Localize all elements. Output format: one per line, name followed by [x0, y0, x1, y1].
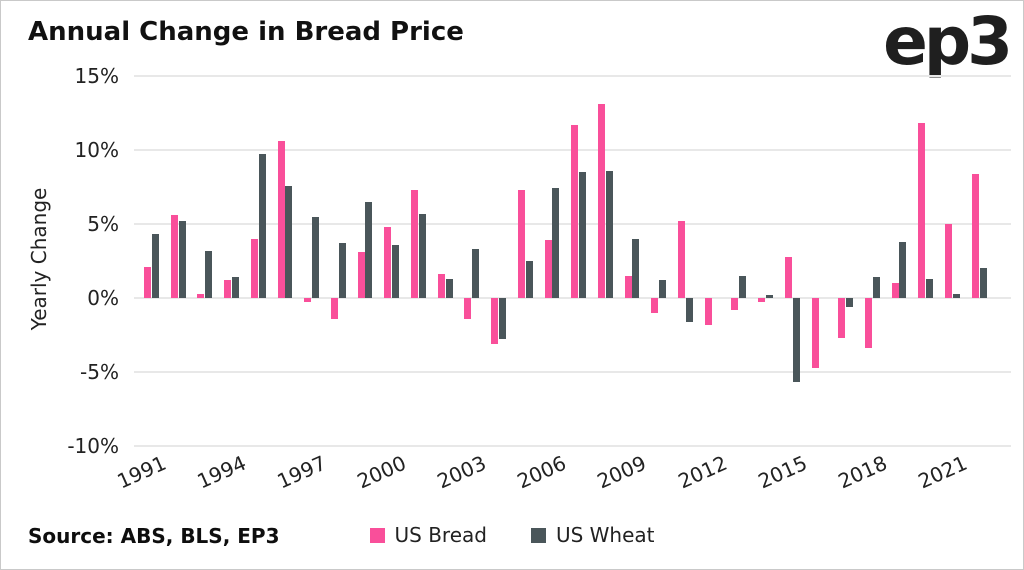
bar-2020-us-wheat [926, 278, 934, 298]
y-tick-label: 15% [74, 64, 119, 88]
bar-1995-us-wheat [258, 154, 266, 298]
legend-item-us-bread: US Bread [369, 523, 487, 547]
bar-1997-us-bread [304, 298, 312, 303]
bar-2008-us-wheat [605, 170, 613, 298]
bar-2021-us-bread [945, 224, 952, 298]
bar-2002-us-bread [437, 274, 445, 298]
legend: US Bread US Wheat [1, 523, 1023, 547]
y-tick-label: 10% [74, 138, 119, 162]
bar-2000-us-bread [384, 226, 392, 298]
x-tick-label-1997: 1997 [273, 450, 330, 494]
bar-2018-us-bread [864, 298, 872, 349]
bar-2022-us-wheat [979, 268, 987, 298]
bar-1995-us-bread [250, 238, 258, 298]
bar-1998-us-bread [330, 298, 338, 319]
bar-2011-us-bread [678, 221, 685, 298]
bar-2012-us-bread [704, 298, 712, 325]
bar-1994-us-wheat [231, 277, 239, 298]
bar-1991-us-bread [144, 266, 151, 298]
bar-2009-us-wheat [632, 238, 640, 298]
x-tick-label-2021: 2021 [914, 450, 971, 494]
bar-2010-us-wheat [659, 280, 667, 298]
bar-2004-us-wheat [498, 298, 506, 340]
bar-2004-us-bread [491, 298, 499, 344]
bar-2006-us-wheat [552, 188, 560, 298]
bar-2017-us-wheat [846, 298, 853, 307]
bar-2014-us-bread [758, 298, 766, 303]
plot-area [134, 75, 1011, 447]
bar-2018-us-wheat [872, 277, 880, 298]
gridline-0 [134, 297, 1011, 299]
bar-2021-us-wheat [952, 293, 960, 298]
bar-1999-us-wheat [365, 201, 373, 298]
source-note: Source: ABS, BLS, EP3 [28, 524, 280, 548]
gridline--5 [134, 371, 1011, 373]
x-tick-label-2009: 2009 [593, 450, 651, 494]
bar-2003-us-bread [464, 298, 472, 319]
bar-2014-us-wheat [765, 295, 773, 298]
x-tick-label-2015: 2015 [754, 450, 811, 494]
bar-1993-us-wheat [205, 250, 213, 298]
bar-2019-us-wheat [899, 241, 907, 298]
bar-2007-us-bread [571, 124, 579, 298]
bar-2000-us-wheat [392, 244, 400, 298]
chart-title: Annual Change in Bread Price [28, 17, 464, 47]
bar-2009-us-bread [624, 275, 632, 298]
bar-2005-us-bread [517, 189, 525, 298]
bar-1996-us-bread [277, 141, 285, 298]
bar-2013-us-wheat [739, 275, 747, 298]
bar-2015-us-wheat [792, 298, 800, 383]
bar-2005-us-wheat [525, 261, 533, 298]
gridline-15 [134, 75, 1011, 77]
bar-1999-us-bread [357, 252, 365, 298]
legend-item-us-wheat: US Wheat [530, 523, 655, 547]
bar-2011-us-wheat [685, 298, 693, 322]
ep3-logo: ep3 [883, 3, 1013, 80]
x-tick-label-1994: 1994 [193, 450, 250, 494]
bar-2001-us-wheat [418, 213, 426, 298]
bar-2022-us-bread [971, 173, 979, 298]
bar-2015-us-bread [784, 256, 792, 298]
bar-2013-us-bread [731, 298, 739, 310]
legend-label-us-bread: US Bread [394, 523, 487, 547]
bar-1994-us-bread [224, 280, 232, 298]
y-tick-label: -5% [80, 360, 119, 384]
bar-2020-us-bread [918, 123, 926, 298]
x-tick-label-2012: 2012 [673, 450, 731, 494]
y-tick-label: 0% [87, 286, 119, 310]
bar-2007-us-wheat [579, 172, 586, 298]
legend-label-us-wheat: US Wheat [555, 523, 655, 547]
us-bread-swatch-icon [369, 527, 385, 543]
bar-2001-us-bread [411, 189, 418, 298]
us-wheat-swatch-icon [530, 527, 546, 543]
bar-2010-us-bread [651, 298, 659, 313]
bar-2003-us-wheat [472, 249, 480, 298]
bar-1992-us-wheat [178, 221, 186, 298]
bar-2017-us-bread [838, 298, 846, 338]
bar-1996-us-wheat [285, 185, 293, 298]
bar-1998-us-wheat [338, 243, 346, 298]
y-tick-label: 5% [87, 212, 119, 236]
bar-2002-us-wheat [445, 278, 453, 298]
bar-1997-us-wheat [312, 216, 319, 298]
bar-2006-us-bread [544, 240, 552, 298]
x-tick-label-2006: 2006 [513, 450, 571, 494]
bar-2008-us-bread [597, 104, 605, 298]
bar-1993-us-bread [197, 293, 205, 298]
y-axis-title: Yearly Change [27, 187, 51, 331]
bar-1991-us-wheat [151, 234, 159, 298]
x-tick-label-2003: 2003 [433, 450, 490, 494]
bar-2019-us-bread [891, 283, 899, 298]
x-tick-label-2018: 2018 [834, 450, 891, 494]
bar-1992-us-bread [170, 215, 178, 298]
y-tick-label: -10% [67, 434, 119, 458]
x-tick-label-2000: 2000 [353, 450, 410, 494]
bar-2016-us-bread [811, 298, 819, 368]
gridline--10 [134, 445, 1011, 447]
